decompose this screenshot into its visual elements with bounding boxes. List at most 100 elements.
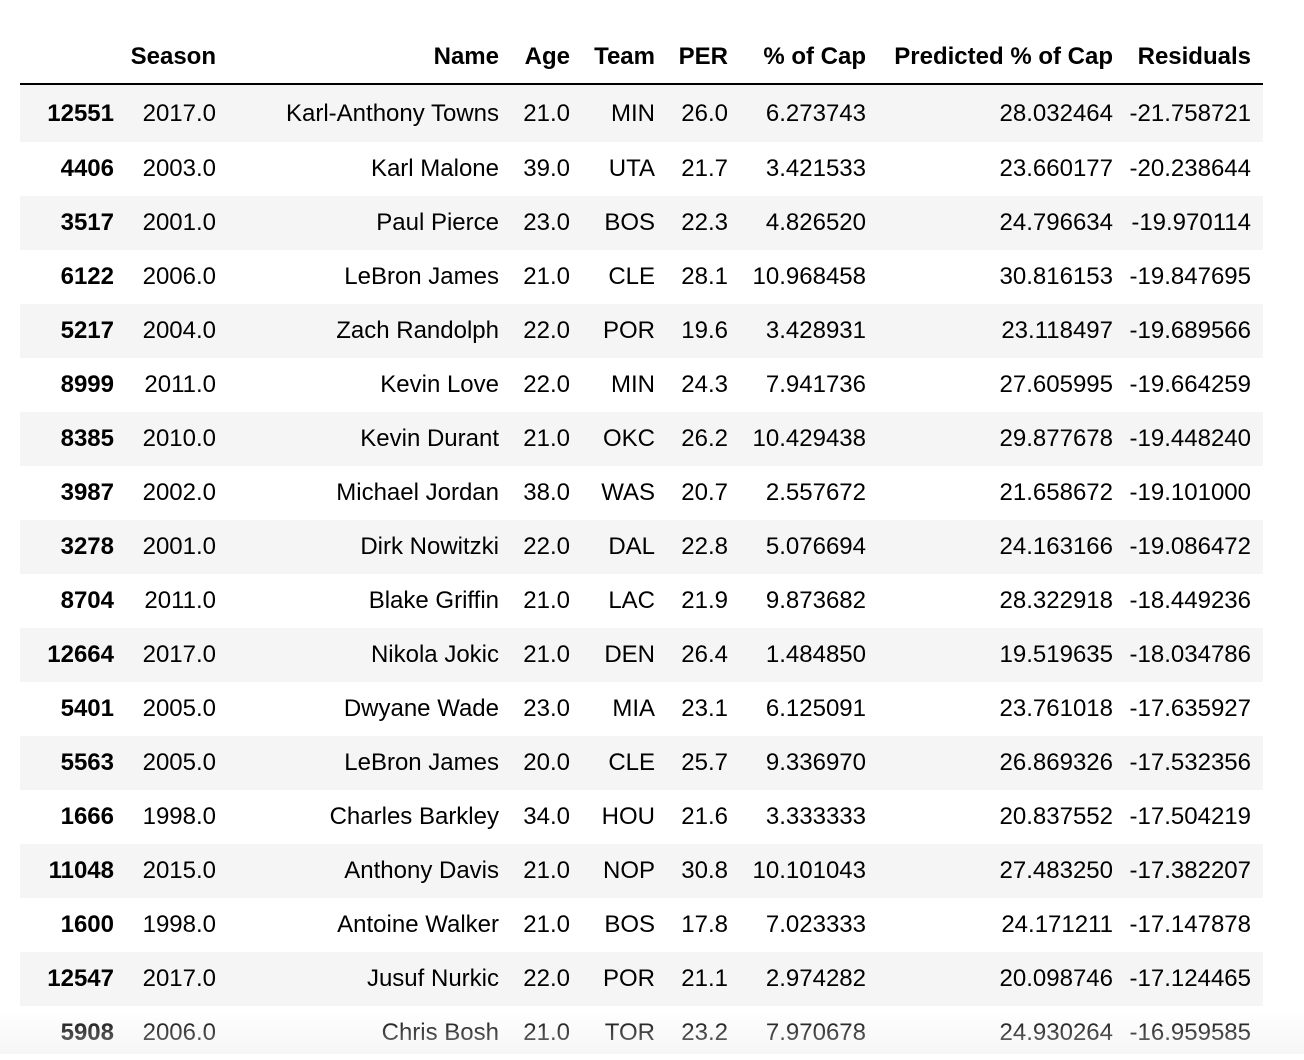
age-cell: 22.0 [523, 965, 570, 992]
per-cell: 22.8 [681, 533, 728, 560]
season-cell: 2011.0 [144, 587, 216, 614]
per-cell: 23.1 [681, 695, 728, 722]
age-cell: 22.0 [523, 317, 570, 344]
team-cell: DEN [604, 641, 655, 668]
residuals-table: Season Name Age Team PER % of Cap Predic… [20, 30, 1263, 1060]
pct-cap-cell: 9.336970 [765, 749, 866, 776]
pct-cap-cell: 2.974282 [765, 965, 866, 992]
season-cell: 2004.0 [142, 317, 216, 344]
row-index-cell: 11048 [48, 857, 114, 884]
per-cell: 21.1 [681, 965, 728, 992]
name-cell: Karl-Anthony Towns [286, 99, 499, 127]
predicted-pct-cap-cell: 20.098746 [999, 965, 1113, 992]
name-cell: Antoine Walker [337, 911, 499, 938]
age-cell: 22.0 [523, 371, 570, 398]
row-index-cell: 3987 [60, 479, 114, 506]
residuals-cell: -18.034786 [1129, 641, 1251, 668]
pct-cap-cell: 3.428931 [765, 317, 866, 344]
per-cell: 17.8 [681, 911, 728, 938]
team-cell: MIN [611, 371, 655, 398]
predicted-pct-cap-cell: 23.761018 [999, 695, 1113, 722]
pct-cap-cell: 10.429438 [752, 425, 866, 452]
row-index-cell: 3278 [60, 533, 114, 560]
residuals-cell: -18.449236 [1129, 587, 1251, 614]
name-cell: Zach Randolph [336, 317, 499, 344]
season-cell: 2005.0 [142, 695, 216, 722]
row-index-cell: 1666 [60, 803, 114, 830]
table-row: 1666 1998.0 Charles Barkley 34.0 HOU 21.6 3.33… [20, 790, 1263, 844]
row-index-cell: 5401 [60, 695, 114, 722]
age-cell: 39.0 [523, 155, 570, 182]
residuals-cell: -16.959585 [1129, 1019, 1251, 1046]
pct-cap-cell: 7.970678 [765, 1019, 866, 1046]
season-cell: 2005.0 [142, 749, 216, 776]
per-cell: 22.3 [681, 209, 728, 236]
season-cell: 2011.0 [144, 371, 216, 398]
age-cell: 23.0 [523, 209, 570, 236]
name-cell: Karl Malone [370, 155, 499, 182]
table-row: 3278 2001.0 Dirk Nowitzki 22.0 DAL 22.8 5.0766… [20, 520, 1263, 574]
residuals-cell: -17.504219 [1129, 803, 1251, 830]
per-cell: 21.6 [681, 803, 728, 830]
row-index-cell: 1600 [60, 911, 114, 938]
predicted-pct-cap-cell: 29.877678 [999, 425, 1113, 452]
residuals-cell: -17.124465 [1129, 965, 1251, 992]
per-cell: 20.7 [681, 479, 728, 506]
table-row: 12664 2017.0 Nikola Jokic 21.0 DEN 26.4 1.4848… [20, 628, 1263, 682]
residuals-cell: -17.532356 [1129, 749, 1251, 776]
row-index-cell: 6122 [60, 263, 114, 290]
header-row: Season Name Age Team PER % of Cap Predic… [20, 30, 1263, 85]
per-cell: 23.2 [681, 1019, 728, 1046]
column-header-per: PER [667, 30, 740, 85]
table-body: 12551 2017.0 Karl-Anthony Towns 21.0 MIN 26.0… [20, 84, 1263, 1060]
table-row: 11048 2015.0 Anthony Davis 21.0 NOP 30.8 10.10… [20, 844, 1263, 898]
season-cell: 1998.0 [142, 803, 216, 830]
pct-cap-cell: 7.941736 [765, 371, 866, 398]
team-cell: POR [602, 965, 655, 992]
dataframe-output: Season Name Age Team PER % of Cap Predic… [20, 30, 1263, 1060]
name-cell: LeBron James [344, 749, 499, 776]
per-cell: 25.7 [681, 749, 728, 776]
predicted-pct-cap-cell: 23.660177 [999, 155, 1113, 182]
residuals-cell: -20.238644 [1129, 155, 1251, 182]
team-cell: CLE [608, 263, 655, 290]
name-cell: Dwyane Wade [343, 695, 499, 722]
season-cell: 2006.0 [142, 1019, 216, 1046]
row-index-cell: 5217 [60, 317, 114, 344]
season-cell: 2002.0 [142, 479, 216, 506]
per-cell: 19.6 [681, 317, 728, 344]
team-cell: MIN [611, 99, 655, 127]
row-index-cell: 12664 [47, 641, 114, 668]
predicted-pct-cap-cell: 30.816153 [999, 263, 1113, 290]
predicted-pct-cap-cell: 23.118497 [1001, 317, 1113, 344]
predicted-pct-cap-cell: 24.171211 [1001, 911, 1113, 938]
season-cell: 2017.0 [142, 641, 216, 668]
pct-cap-cell: 3.421533 [765, 155, 866, 182]
per-cell: 24.3 [681, 371, 728, 398]
table-row: 1600 1998.0 Antoine Walker 21.0 BOS 17.8 7.023… [20, 898, 1263, 952]
per-cell: 21.9 [681, 587, 728, 614]
column-header-age: Age [511, 30, 582, 85]
name-cell: Charles Barkley [329, 803, 499, 830]
table-row: 5563 2005.0 LeBron James 20.0 CLE 25.7 9.33697… [20, 736, 1263, 790]
age-cell: 34.0 [523, 803, 570, 830]
name-cell: Kevin Durant [360, 425, 499, 452]
column-header-pct-cap: % of Cap [740, 30, 878, 85]
team-cell: TOR [604, 1019, 655, 1046]
age-cell: 21.0 [523, 1019, 570, 1046]
name-cell: Paul Pierce [376, 209, 499, 236]
row-index-cell: 5908 [60, 1019, 114, 1046]
row-index-cell: 4406 [60, 155, 114, 182]
table-row: 3517 2001.0 Paul Pierce 23.0 BOS 22.3 4.826520… [20, 196, 1263, 250]
pct-cap-cell: 10.968458 [752, 263, 866, 290]
pct-cap-cell: 4.826520 [765, 209, 866, 236]
predicted-pct-cap-cell: 20.837552 [999, 803, 1113, 830]
table-row: 5401 2005.0 Dwyane Wade 23.0 MIA 23.1 6.125091… [20, 682, 1263, 736]
team-cell: HOU [601, 803, 655, 830]
pct-cap-cell: 2.557672 [765, 479, 866, 506]
row-index-cell: 8999 [60, 371, 114, 398]
residuals-cell: -19.689566 [1129, 317, 1251, 344]
predicted-pct-cap-cell: 27.483250 [999, 857, 1113, 884]
season-cell: 2015.0 [142, 857, 216, 884]
pct-cap-cell: 9.873682 [765, 587, 866, 614]
